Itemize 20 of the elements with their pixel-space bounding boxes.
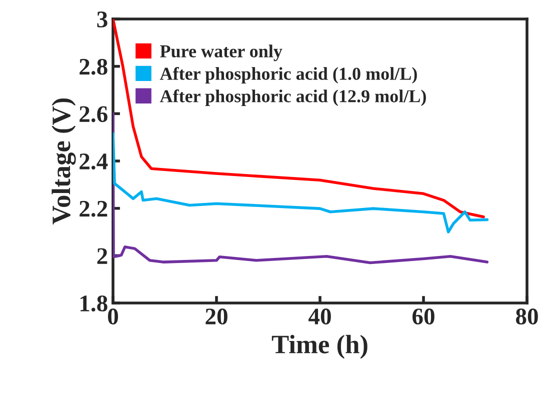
y-tick-label: 2.2 — [80, 200, 108, 217]
y-tick-label: 3 — [97, 12, 108, 28]
x-tick-label: 20 — [206, 308, 228, 324]
legend-label: After phosphoric acid (1.0 mol/L) — [160, 66, 417, 84]
line-series — [113, 112, 489, 264]
y-tick-label: 2.8 — [80, 58, 108, 75]
y-tick-label: 1.8 — [80, 295, 108, 312]
x-axis-title: Time (h) — [272, 334, 368, 359]
line-series — [113, 132, 489, 234]
legend-label: Pure water only — [160, 44, 282, 62]
x-tick-label: 60 — [412, 308, 434, 324]
x-tick-label: 0 — [108, 308, 118, 324]
x-tick-label: 80 — [516, 308, 538, 324]
legend-label: After phosphoric acid (12.9 mol/L) — [160, 89, 426, 106]
x-tick-label: 40 — [308, 308, 331, 324]
y-tick-label: 2.6 — [80, 106, 108, 122]
y-axis-title: Voltage (V) — [52, 98, 76, 224]
y-tick-label: 2 — [97, 248, 108, 264]
line-series — [113, 19, 485, 218]
y-tick-label: 2.4 — [80, 154, 108, 170]
